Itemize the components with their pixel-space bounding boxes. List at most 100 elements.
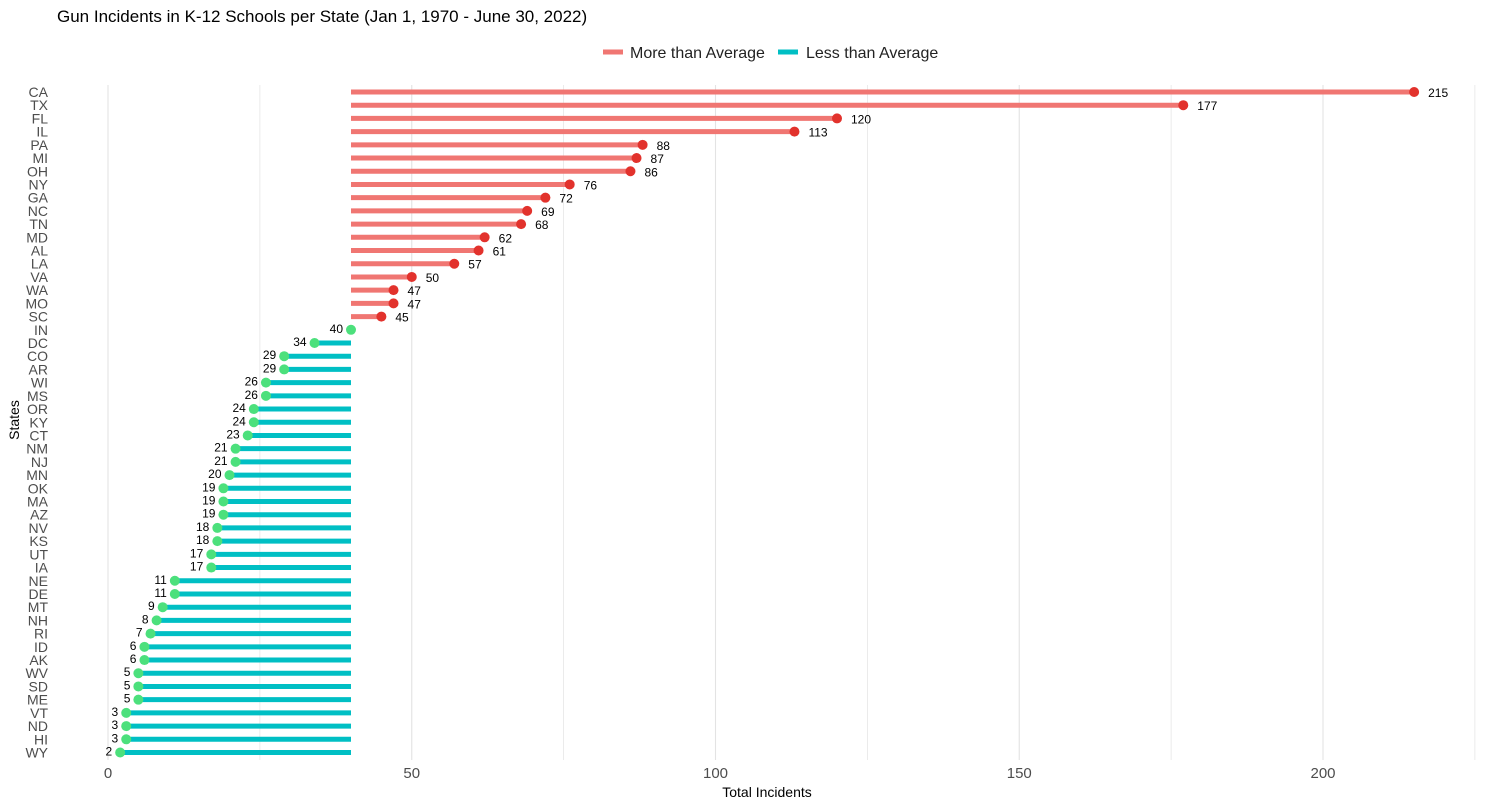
state-label: IL [36, 124, 48, 140]
value-label: 18 [196, 520, 210, 534]
state-label: CO [27, 348, 48, 364]
state-label: PA [30, 137, 48, 153]
value-label: 29 [263, 361, 277, 375]
value-label: 34 [293, 335, 307, 349]
state-label: MD [26, 229, 48, 245]
state-label: DE [29, 586, 48, 602]
point-above-average [1409, 87, 1420, 97]
value-label: 5 [124, 665, 131, 679]
state-label: ID [34, 639, 48, 655]
x-tick-label: 150 [1007, 765, 1032, 782]
point-below-average [218, 509, 229, 520]
value-label: 76 [584, 178, 598, 192]
point-above-average [522, 205, 533, 216]
state-label: NM [26, 441, 48, 457]
value-label: 23 [226, 427, 240, 441]
state-label: WA [26, 282, 49, 298]
state-label: DC [28, 335, 48, 351]
point-above-average [376, 311, 387, 322]
value-label: 21 [214, 441, 228, 455]
point-above-average [832, 113, 842, 124]
value-label: 11 [154, 573, 167, 587]
point-below-average [346, 324, 356, 335]
value-label: 47 [408, 284, 422, 298]
x-tick-label: 50 [403, 765, 420, 782]
state-label: LA [31, 256, 49, 272]
state-label: SC [29, 309, 48, 325]
state-label: NC [28, 203, 48, 219]
point-below-average [133, 694, 144, 705]
point-above-average [516, 219, 527, 230]
point-below-average [260, 377, 271, 388]
value-label: 120 [851, 112, 871, 126]
point-above-average [388, 298, 399, 309]
point-above-average [406, 271, 417, 282]
value-label: 50 [426, 271, 440, 285]
state-label: MT [28, 599, 49, 615]
chart-title: Gun Incidents in K-12 Schools per State … [57, 7, 587, 26]
state-label: CT [29, 427, 48, 443]
point-above-average [564, 179, 575, 190]
legend: More than Average Less than Average [603, 45, 938, 62]
point-below-average [121, 721, 132, 732]
point-below-average [309, 337, 320, 348]
point-below-average [279, 364, 290, 375]
state-label: AR [29, 361, 48, 377]
point-below-average [139, 641, 150, 652]
point-above-average [631, 153, 642, 164]
point-above-average [1178, 100, 1189, 111]
state-label: OR [27, 401, 48, 417]
point-below-average [133, 668, 144, 679]
value-label: 69 [541, 205, 555, 219]
state-label: MO [25, 295, 48, 311]
value-label: 26 [245, 388, 259, 402]
state-label: OK [28, 480, 49, 496]
value-label: 45 [395, 311, 409, 325]
value-label: 5 [124, 678, 131, 692]
state-label: WY [25, 745, 48, 761]
state-label: KS [29, 533, 48, 549]
stems [120, 89, 1415, 755]
state-label: KY [29, 414, 48, 430]
point-below-average [242, 430, 253, 441]
value-label: 86 [644, 165, 658, 179]
state-label: IA [35, 560, 49, 576]
point-above-average [449, 258, 460, 269]
x-axis-title: Total Incidents [722, 784, 812, 800]
value-label: 21 [214, 454, 228, 468]
legend-label-less: Less than Average [806, 45, 938, 62]
points [115, 87, 1420, 758]
value-label: 6 [130, 652, 137, 666]
value-label: 24 [232, 401, 246, 415]
state-label: MA [27, 494, 49, 510]
state-label: AZ [30, 507, 48, 523]
value-label: 18 [196, 533, 210, 547]
x-tick-label: 200 [1310, 765, 1335, 782]
point-below-average [248, 417, 259, 428]
value-label: 62 [499, 231, 513, 245]
state-label: MS [27, 388, 48, 404]
point-below-average [230, 443, 241, 454]
value-label: 26 [245, 375, 259, 389]
state-label: HI [34, 731, 48, 747]
y-axis-title: States [6, 400, 22, 440]
value-label: 40 [330, 322, 344, 336]
point-below-average [157, 602, 168, 613]
value-label: 215 [1428, 86, 1448, 100]
point-below-average [218, 496, 229, 507]
point-below-average [279, 351, 290, 362]
point-below-average [224, 470, 235, 481]
value-label: 68 [535, 218, 549, 232]
y-axis-labels: CATXFLILPAMIOHNYGANCTNMDALLAVAWAMOSCINDC… [25, 84, 48, 761]
x-tick-label: 0 [104, 765, 112, 782]
point-below-average [121, 707, 132, 718]
state-label: OH [27, 163, 48, 179]
value-labels: 2151771201138887867672696862615750474745… [105, 86, 1448, 759]
point-below-average [133, 681, 144, 692]
state-label: TX [30, 97, 49, 113]
point-below-average [145, 628, 156, 639]
point-above-average [479, 232, 490, 243]
value-label: 47 [408, 297, 422, 311]
point-below-average [115, 747, 126, 758]
point-below-average [260, 390, 271, 401]
